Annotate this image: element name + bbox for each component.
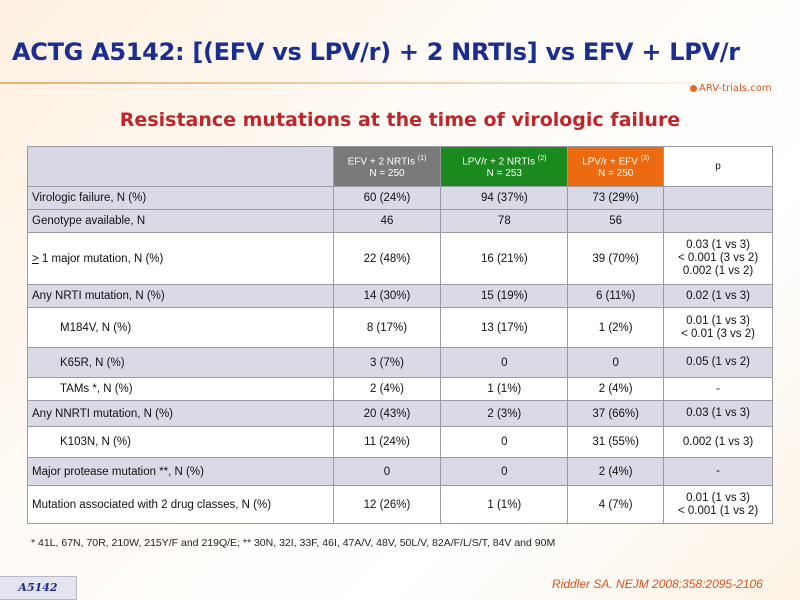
cell-lpvr-efv: 37 (66%) — [567, 400, 665, 427]
cell-lpvr: 1 (1%) — [440, 485, 569, 524]
resistance-table: EFV + 2 NRTIs (1) N = 250 LPV/r + 2 NRTI… — [27, 146, 773, 524]
row-label: > 1 major mutation, N (%) — [27, 232, 334, 285]
cell-efv: 8 (17%) — [332, 307, 442, 348]
header-p-value: p — [663, 146, 773, 187]
table-row: > 1 major mutation, N (%) 22 (48%) 16 (2… — [27, 232, 773, 285]
table-row: TAMs *, N (%) 2 (4%) 1 (1%) 2 (4%) - — [27, 377, 773, 401]
cell-lpvr-efv: 0 — [567, 347, 665, 378]
arv-trials-logo[interactable]: ARV-trials.com — [690, 83, 772, 94]
header-efv-nrtis: EFV + 2 NRTIs (1) N = 250 — [332, 146, 442, 187]
cell-efv: 22 (48%) — [332, 232, 442, 285]
header-blank-cell — [27, 146, 334, 187]
cell-efv: 0 — [332, 457, 442, 486]
cell-lpvr: 16 (21%) — [440, 232, 569, 285]
slide-subtitle: Resistance mutations at the time of viro… — [119, 109, 681, 131]
table-row: K103N, N (%) 11 (24%) 0 31 (55%) 0.002 (… — [27, 426, 773, 458]
table-row: Genotype available, N 46 78 56 — [27, 209, 773, 233]
row-label: TAMs *, N (%) — [27, 377, 334, 401]
table-row: Mutation associated with 2 drug classes,… — [27, 485, 773, 524]
cell-lpvr-efv: 31 (55%) — [567, 426, 665, 458]
cell-efv: 2 (4%) — [332, 377, 442, 401]
cell-lpvr: 13 (17%) — [440, 307, 569, 348]
cell-lpvr: 0 — [440, 426, 569, 458]
cell-lpvr: 1 (1%) — [440, 377, 569, 401]
title-divider — [0, 82, 800, 84]
cell-p: 0.002 (1 vs 3) — [663, 426, 773, 458]
table-row: Any NNRTI mutation, N (%) 20 (43%) 2 (3%… — [27, 400, 773, 427]
row-label: Genotype available, N — [27, 209, 334, 233]
cell-p: 0.03 (1 vs 3) < 0.001 (3 vs 2) 0.002 (1 … — [663, 232, 773, 285]
cell-lpvr-efv: 56 — [567, 209, 665, 233]
cell-lpvr: 0 — [440, 347, 569, 378]
row-label: Any NRTI mutation, N (%) — [27, 284, 334, 308]
cell-efv: 3 (7%) — [332, 347, 442, 378]
row-label: K103N, N (%) — [27, 426, 334, 458]
row-label: Mutation associated with 2 drug classes,… — [27, 485, 334, 524]
footnote: * 41L, 67N, 70R, 210W, 215Y/F and 219Q/E… — [31, 537, 556, 549]
cell-efv: 14 (30%) — [332, 284, 442, 308]
cell-lpvr-efv: 1 (2%) — [567, 307, 665, 348]
row-label: M184V, N (%) — [27, 307, 334, 348]
table-row: Any NRTI mutation, N (%) 14 (30%) 15 (19… — [27, 284, 773, 308]
cell-p: 0.02 (1 vs 3) — [663, 284, 773, 308]
header-lpvr-nrtis: LPV/r + 2 NRTIs (2) N = 253 — [440, 146, 569, 187]
cell-lpvr: 78 — [440, 209, 569, 233]
cell-lpvr-efv: 73 (29%) — [567, 186, 665, 210]
logo-text: ARV-trials.com — [699, 83, 772, 94]
cell-lpvr-efv: 4 (7%) — [567, 485, 665, 524]
cell-lpvr: 0 — [440, 457, 569, 486]
row-label: Virologic failure, N (%) — [27, 186, 334, 210]
cell-efv: 11 (24%) — [332, 426, 442, 458]
cell-lpvr: 15 (19%) — [440, 284, 569, 308]
table-row: K65R, N (%) 3 (7%) 0 0 0.05 (1 vs 2) — [27, 347, 773, 378]
study-tag: A5142 — [0, 576, 77, 600]
cell-p: 0.03 (1 vs 3) — [663, 400, 773, 427]
row-label: Any NNRTI mutation, N (%) — [27, 400, 334, 427]
cell-lpvr: 94 (37%) — [440, 186, 569, 210]
cell-p: 0.01 (1 vs 3) < 0.01 (3 vs 2) — [663, 307, 773, 348]
table-row: Major protease mutation **, N (%) 0 0 2 … — [27, 457, 773, 486]
cell-lpvr-efv: 6 (11%) — [567, 284, 665, 308]
cell-efv: 60 (24%) — [332, 186, 442, 210]
logo-dot-icon — [690, 84, 697, 92]
table-row: Virologic failure, N (%) 60 (24%) 94 (37… — [27, 186, 773, 210]
cell-lpvr: 2 (3%) — [440, 400, 569, 427]
slide-title: ACTG A5142: [(EFV vs LPV/r) + 2 NRTIs] v… — [12, 38, 740, 66]
cell-efv: 20 (43%) — [332, 400, 442, 427]
cell-efv: 46 — [332, 209, 442, 233]
cell-efv: 12 (26%) — [332, 485, 442, 524]
cell-p: 0.01 (1 vs 3) < 0.001 (1 vs 2) — [663, 485, 773, 524]
cell-lpvr-efv: 39 (70%) — [567, 232, 665, 285]
cell-p: - — [663, 457, 773, 486]
header-lpvr-efv: LPV/r + EFV (3) N = 250 — [567, 146, 665, 187]
row-label: Major protease mutation **, N (%) — [27, 457, 334, 486]
cell-p — [663, 186, 773, 210]
cell-p: 0.05 (1 vs 2) — [663, 347, 773, 378]
citation: Riddler SA. NEJM 2008;358:2095-2106 — [552, 577, 763, 591]
cell-p — [663, 209, 773, 233]
table-row: M184V, N (%) 8 (17%) 13 (17%) 1 (2%) 0.0… — [27, 307, 773, 348]
cell-lpvr-efv: 2 (4%) — [567, 457, 665, 486]
cell-lpvr-efv: 2 (4%) — [567, 377, 665, 401]
row-label: K65R, N (%) — [27, 347, 334, 378]
cell-p: - — [663, 377, 773, 401]
